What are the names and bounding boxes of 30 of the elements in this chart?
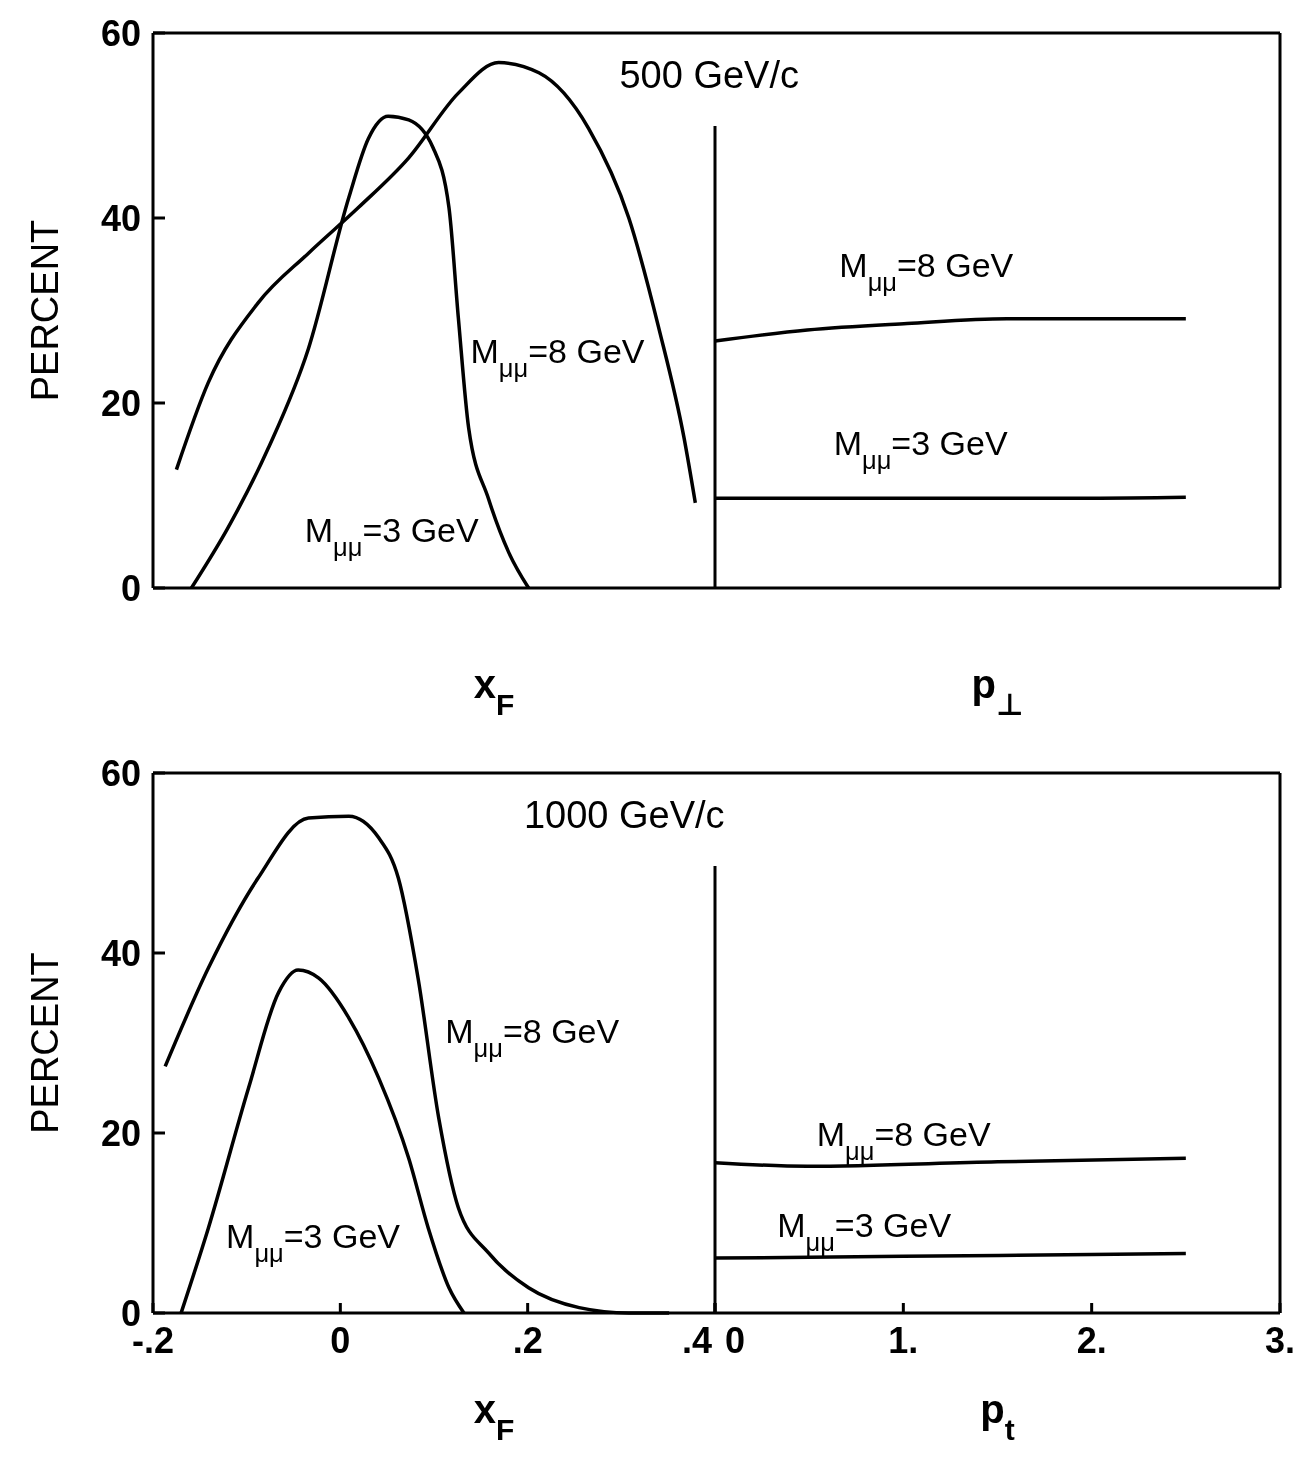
series-label: M$_{μμ}$=3 GeV	[777, 1206, 952, 1257]
series-label: M$_{μμ}$=3 GeV	[304, 510, 480, 561]
x-tick-label: .2	[512, 1320, 543, 1361]
y-tick-label: 60	[100, 752, 141, 794]
y-axis-title: PERCENT	[24, 952, 66, 1134]
y-tick-label: 40	[100, 932, 141, 974]
series-label: M$_{μμ}$=8 GeV	[445, 1012, 620, 1062]
x-tick-label: .4	[681, 1320, 713, 1361]
x-axis-title: p$_{⊥}$	[971, 662, 1024, 721]
text: 1000 GeV/c	[523, 794, 725, 836]
y-tick-label: 40	[100, 197, 141, 239]
y-tick-label: 20	[100, 382, 141, 424]
y-tick-label: 20	[100, 1112, 141, 1154]
x-axis-title: p$_{t}$	[980, 1387, 1015, 1446]
series-label: M$_{μμ}$=3 GeV	[833, 423, 1008, 474]
y-tick-label: 0	[120, 567, 141, 609]
x-axis-title: x$_{F}$	[473, 1387, 515, 1446]
x-tick-label: 0	[330, 1320, 351, 1361]
x-tick-label: 3.	[1264, 1320, 1296, 1361]
y-tick-label: 60	[100, 12, 141, 54]
series-label: M$_{μμ}$=3 GeV	[226, 1217, 401, 1268]
y-axis-title: PERCENT	[24, 219, 66, 402]
series-label: M$_{μμ}$=8 GeV	[839, 246, 1014, 297]
x-tick-label: 0	[724, 1320, 746, 1361]
x-tick-label: 2.	[1076, 1320, 1107, 1361]
text: 500 GeV/c	[619, 54, 800, 96]
series-label: M$_{μμ}$=8 GeV	[816, 1114, 991, 1165]
x-tick-label: 1.	[888, 1320, 919, 1361]
series-label: M$_{μμ}$=8 GeV	[470, 332, 645, 383]
x-axis-title: x$_{F}$	[473, 662, 515, 721]
